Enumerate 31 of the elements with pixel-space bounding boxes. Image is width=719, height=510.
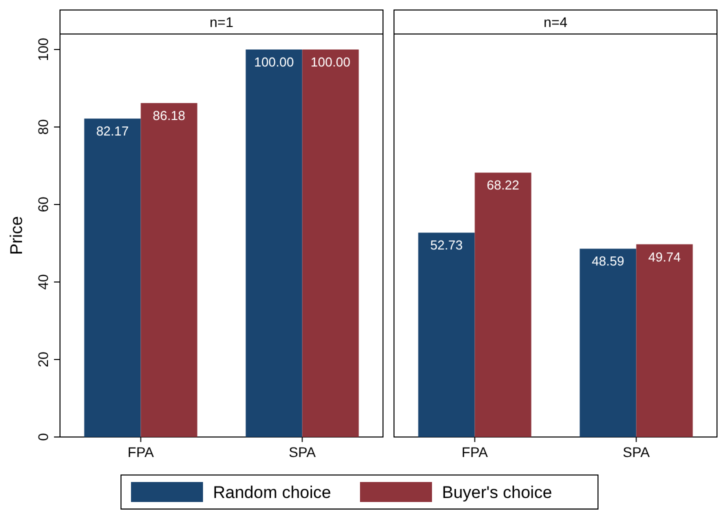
y-tick-label: 40 <box>35 274 51 290</box>
data-label: 86.18 <box>152 108 186 124</box>
bar <box>302 50 359 437</box>
bar <box>580 248 636 437</box>
data-label: 49.74 <box>648 249 681 264</box>
bar <box>84 118 141 437</box>
data-label: 100.00 <box>310 54 350 70</box>
data-label: 68.22 <box>486 178 520 193</box>
bar <box>418 232 475 437</box>
data-label: 82.17 <box>96 124 129 139</box>
x-tick-label: SPA <box>288 444 316 460</box>
bar <box>246 50 302 437</box>
bar <box>474 172 532 437</box>
y-tick-label: 0 <box>35 432 51 441</box>
legend-label: Random choice <box>213 483 332 502</box>
y-tick-label: 60 <box>35 196 51 212</box>
y-tick-label: 20 <box>35 352 51 368</box>
y-tick-label: 100 <box>35 38 51 62</box>
legend-label: Buyer's choice <box>442 483 552 502</box>
y-tick-label: 80 <box>35 119 51 135</box>
chart-title: n=1 <box>210 14 234 30</box>
bar <box>636 244 693 437</box>
x-tick-label: SPA <box>622 444 650 460</box>
x-tick-label: FPA <box>128 444 154 460</box>
x-tick-label: FPA <box>462 444 488 460</box>
data-label: 100.00 <box>254 54 294 70</box>
chart-title: n=4 <box>544 14 568 30</box>
data-label: 52.73 <box>430 238 463 253</box>
bar <box>140 103 198 437</box>
data-label: 48.59 <box>592 254 624 269</box>
y-axis-title: Price <box>7 216 26 255</box>
